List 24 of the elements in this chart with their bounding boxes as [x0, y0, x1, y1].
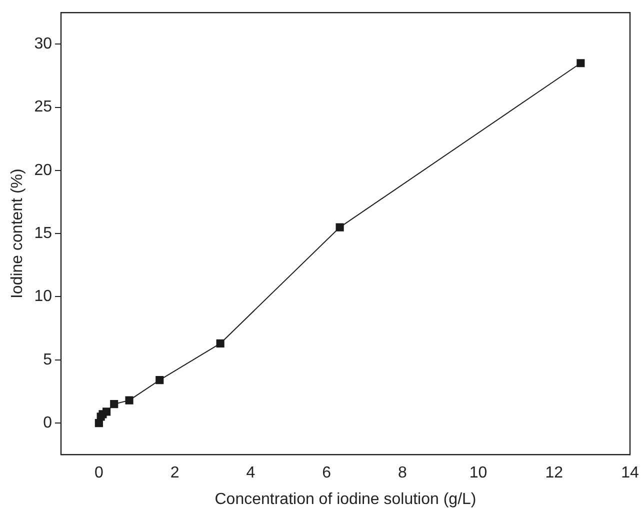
point [125, 396, 134, 404]
point [102, 408, 111, 416]
point [216, 339, 224, 348]
x-tick-label: 6 [322, 464, 332, 482]
x-tick-label: 0 [94, 464, 104, 482]
point [110, 400, 118, 408]
y-tick-label: 15 [34, 225, 52, 242]
x-tick-label: 12 [545, 464, 564, 482]
x-tick-label: 2 [170, 464, 180, 482]
y-axis-title: Iodine content (%) [9, 168, 26, 299]
point [336, 223, 344, 232]
point [156, 376, 164, 384]
y-tick-label: 30 [34, 36, 52, 53]
x-tick-label: 8 [398, 464, 407, 482]
y-tick-label: 20 [34, 162, 52, 179]
x-tick-label: 14 [621, 464, 639, 482]
point [576, 59, 585, 68]
y-tick-label: 0 [43, 414, 52, 432]
x-axis-title: Concentration of iodine solution (g/L) [214, 490, 476, 508]
y-tick-label: 10 [34, 288, 52, 306]
x-tick-label: 4 [246, 464, 256, 482]
y-tick-label: 5 [43, 351, 52, 368]
x-tick-label: 10 [469, 464, 488, 482]
y-tick-label: 25 [34, 98, 52, 116]
